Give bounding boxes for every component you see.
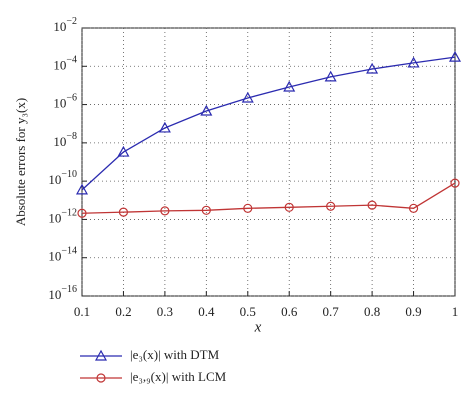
x-axis-label: x [254,319,262,335]
y-tick-label: 10−2 [53,16,77,34]
x-tick-label: 1 [452,304,459,319]
marker [118,207,129,217]
marker [448,50,462,62]
x-tick-label: 0.2 [115,304,131,319]
y-tick-label: 10−6 [53,93,77,111]
marker [407,56,420,68]
marker [284,202,294,212]
marker [324,70,337,82]
legend-marker [96,373,106,383]
plot-frame [81,27,456,297]
marker [366,62,379,74]
x-tick-label: 0.3 [157,304,173,319]
series-line [81,182,456,214]
y-tick-label: 10−16 [48,284,77,302]
marker [117,145,130,157]
marker [283,80,296,92]
marker [158,121,171,133]
y-tick-label: 10−14 [48,246,77,264]
marker [367,200,377,210]
legend-label: |e₃,₉(x)| with LCM [130,369,227,384]
legend-marker [94,349,108,361]
y-tick-label: 10−12 [48,208,77,226]
marker [241,91,254,103]
marker [326,201,336,211]
y-tick-label: 10−8 [53,131,77,149]
marker [243,203,253,213]
x-tick-label: 0.7 [323,304,340,319]
marker [160,206,170,216]
marker [408,203,419,213]
y-axis-label: Absolute errors for y₃(x) [13,98,28,226]
marker [77,208,87,218]
x-tick-label: 0.6 [281,304,298,319]
y-tick-label: 10−4 [53,55,77,73]
legend-label: |e₃(x)| with DTM [130,347,220,362]
x-tick-label: 0.1 [74,304,90,319]
marker [201,205,211,215]
series-line [81,56,456,191]
y-tick-label: 10−10 [48,169,77,187]
marker [75,183,89,195]
x-tick-label: 0.4 [198,304,215,319]
x-tick-label: 0.8 [364,304,380,319]
x-tick-label: 0.5 [240,304,256,319]
marker [200,104,213,116]
x-tick-label: 0.9 [405,304,421,319]
marker [450,178,460,188]
